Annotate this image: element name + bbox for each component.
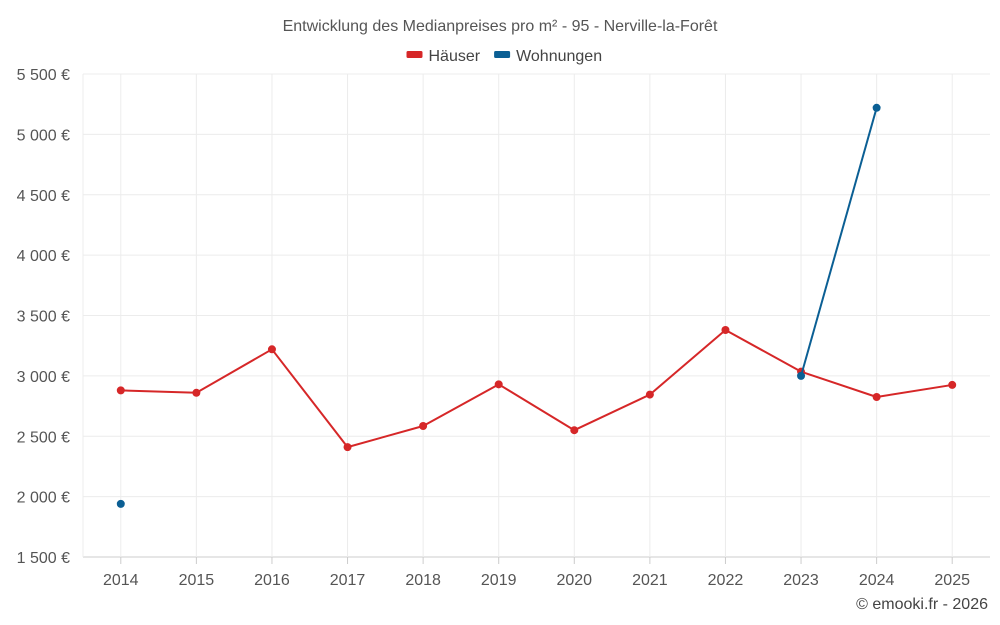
legend-label-häuser: Häuser (429, 48, 481, 65)
x-tick-label: 2014 (103, 572, 139, 589)
data-point-häuser-2022 (721, 325, 730, 334)
legend-swatch-wohnungen (494, 51, 511, 58)
x-tick-label: 2022 (708, 572, 744, 589)
data-point-häuser-2018 (419, 421, 428, 430)
series-häuser (116, 325, 957, 452)
y-tick-label: 3 000 € (17, 369, 70, 386)
y-gridlines (83, 73, 990, 558)
y-tick-label: 5 500 € (17, 67, 70, 84)
series-group (116, 103, 957, 508)
y-tick-label: 4 500 € (17, 188, 70, 205)
x-gridlines (82, 74, 953, 564)
data-point-häuser-2019 (494, 380, 503, 389)
data-point-häuser-2021 (645, 390, 654, 399)
data-point-wohnungen-2023 (797, 371, 806, 380)
series-wohnungen (116, 103, 881, 508)
x-tick-label: 2023 (783, 572, 819, 589)
data-point-wohnungen-2014 (116, 499, 125, 508)
y-tick-label: 2 500 € (17, 429, 70, 446)
x-tick-label: 2016 (254, 572, 290, 589)
data-point-häuser-2015 (192, 388, 201, 397)
x-tick-label: 2015 (179, 572, 215, 589)
x-axis-ticks: 2014 2015 2016 2017 2018 2019 2020 2021 2022 2023… (103, 572, 970, 589)
x-tick-label: 2020 (556, 572, 592, 589)
y-axis-ticks: 1 500 € 2 000 € 2 500 € 3 000 € 3 500 € 4 000… (17, 67, 70, 567)
series-line-wohnungen (800, 107, 878, 377)
series-line-häuser (120, 328, 953, 449)
credit-text: © emooki.fr - 2026 (856, 596, 988, 613)
data-point-häuser-2020 (570, 426, 579, 435)
y-tick-label: 4 000 € (17, 248, 70, 265)
data-point-häuser-2017 (343, 443, 352, 452)
data-point-häuser-2016 (267, 345, 276, 354)
x-tick-label: 2018 (405, 572, 441, 589)
y-tick-label: 1 500 € (17, 550, 70, 567)
data-point-häuser-2014 (116, 386, 125, 395)
x-tick-label: 2025 (934, 572, 970, 589)
y-tick-label: 2 000 € (17, 490, 70, 507)
x-tick-label: 2017 (330, 572, 366, 589)
legend-swatch-häuser (406, 51, 423, 58)
y-tick-label: 5 000 € (17, 127, 70, 144)
x-tick-label: 2021 (632, 572, 668, 589)
data-point-wohnungen-2024 (872, 103, 881, 112)
chart-title: Entwicklung des Medianpreises pro m² - 9… (283, 18, 718, 35)
x-tick-label: 2019 (481, 572, 517, 589)
legend-label-wohnungen: Wohnungen (516, 48, 602, 65)
data-point-häuser-2025 (948, 380, 957, 389)
x-tick-label: 2024 (859, 572, 895, 589)
y-tick-label: 3 500 € (17, 309, 70, 326)
data-point-häuser-2024 (872, 393, 881, 402)
legend: Häuser Wohnungen (406, 48, 602, 65)
